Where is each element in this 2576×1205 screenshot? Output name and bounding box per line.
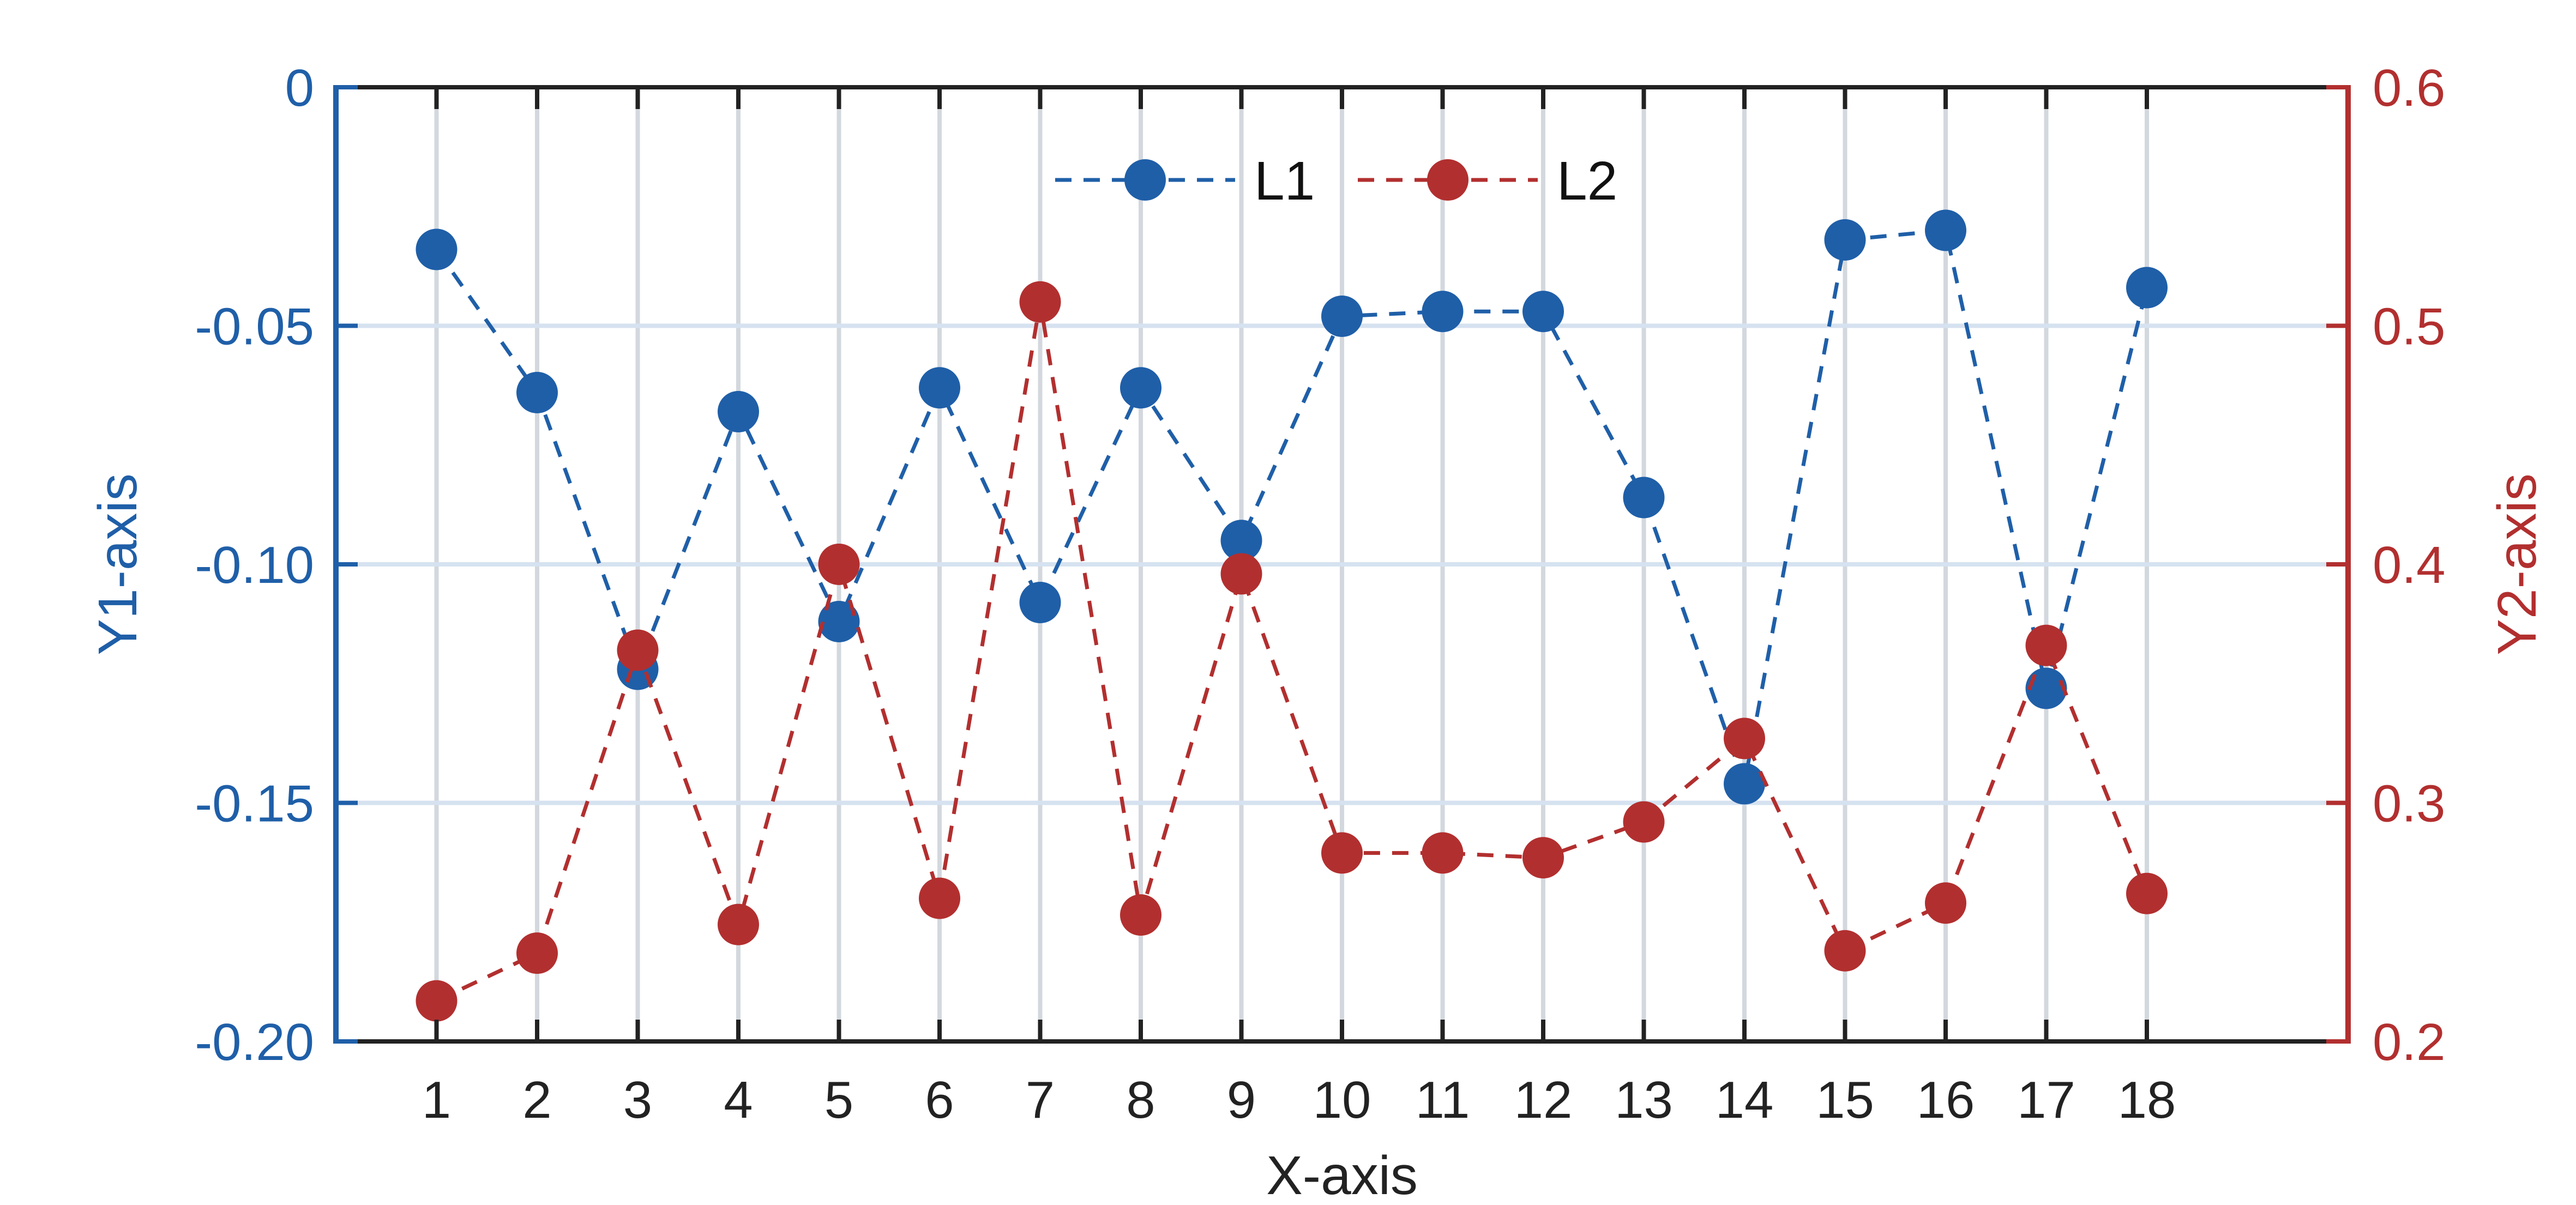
data-point-L1-16	[1925, 209, 1966, 251]
data-point-L2-2	[516, 932, 558, 974]
legend-label-L1: L1	[1254, 150, 1315, 212]
data-point-L1-4	[718, 391, 759, 432]
x-tick-label-12: 12	[1514, 1071, 1573, 1129]
data-point-L1-6	[919, 367, 960, 409]
data-point-L1-12	[1522, 291, 1564, 333]
x-tick-label-17: 17	[2017, 1071, 2075, 1129]
y1-tick-label-1: -0.05	[195, 298, 314, 356]
y1-tick-label-3: -0.15	[195, 775, 314, 833]
data-point-L2-15	[1824, 930, 1866, 972]
data-point-L2-17	[2025, 624, 2067, 666]
data-point-L2-9	[1220, 553, 1262, 595]
legend-marker-L2	[1427, 159, 1468, 201]
data-point-L2-14	[1724, 718, 1765, 760]
y2-axis-title: Y2-axis	[2487, 473, 2548, 655]
x-tick-label-10: 10	[1313, 1071, 1371, 1129]
data-point-L1-15	[1824, 219, 1866, 261]
x-tick-label-11: 11	[1416, 1071, 1470, 1129]
x-tick-label-4: 4	[724, 1071, 753, 1129]
y1-tick-label-0: 0	[285, 59, 314, 117]
x-tick-label-3: 3	[623, 1071, 652, 1129]
data-point-L2-16	[1925, 882, 1966, 924]
y1-tick-label-4: -0.20	[195, 1013, 314, 1071]
x-tick-label-9: 9	[1227, 1071, 1256, 1129]
data-point-L2-6	[919, 877, 960, 919]
legend: L1 L2	[1055, 150, 1617, 212]
x-tick-label-5: 5	[824, 1071, 853, 1129]
data-point-L2-11	[1422, 832, 1464, 874]
data-point-L2-1	[416, 980, 458, 1022]
data-point-L2-12	[1522, 837, 1564, 879]
data-point-L1-18	[2126, 267, 2168, 309]
data-point-L2-8	[1120, 894, 1161, 936]
series-line-L1	[435, 228, 2149, 792]
legend-label-L2: L2	[1557, 150, 1617, 212]
data-point-L1-8	[1120, 367, 1161, 409]
x-tick-label-13: 13	[1615, 1071, 1673, 1129]
data-point-L1-2	[516, 372, 558, 413]
y2-tick-label-0: 0.6	[2373, 59, 2445, 117]
data-point-L2-10	[1321, 832, 1363, 874]
y2-tick-label-4: 0.2	[2373, 1013, 2445, 1071]
ticks-layer: 1 2 3 4 5 6 7 8 9 10 11 12 13 14 15 16 17 180-0.05-0.10-0…	[195, 59, 2445, 1129]
x-tick-label-7: 7	[1026, 1071, 1055, 1129]
data-point-L2-7	[1019, 281, 1061, 323]
data-point-L1-9	[1220, 520, 1262, 562]
x-tick-label-2: 2	[522, 1071, 551, 1129]
data-point-L1-17	[2025, 667, 2067, 709]
data-point-L2-18	[2126, 872, 2168, 914]
data-point-L2-4	[718, 903, 759, 945]
x-tick-label-16: 16	[1917, 1071, 1975, 1129]
data-point-L1-1	[416, 228, 458, 270]
series-line-L2	[436, 302, 2149, 1003]
x-axis-title: X-axis	[1266, 1145, 1418, 1202]
grid-layer	[336, 87, 2348, 1041]
x-tick-label-15: 15	[1816, 1071, 1874, 1129]
data-point-L1-14	[1724, 763, 1765, 805]
data-point-L2-13	[1623, 801, 1665, 843]
x-tick-label-1: 1	[422, 1071, 451, 1129]
data-point-L1-10	[1321, 296, 1363, 337]
legend-marker-L1	[1124, 159, 1166, 201]
data-point-L1-11	[1422, 291, 1464, 333]
y2-tick-label-2: 0.4	[2373, 536, 2445, 594]
y1-tick-label-2: -0.10	[195, 536, 314, 594]
data-point-L2-3	[617, 629, 659, 671]
x-tick-label-8: 8	[1126, 1071, 1155, 1129]
x-tick-label-18: 18	[2118, 1071, 2176, 1129]
data-point-L1-13	[1623, 477, 1665, 519]
data-point-L1-7	[1019, 582, 1061, 623]
y1-axis-title: Y1-axis	[87, 473, 148, 655]
data-point-L1-5	[818, 601, 860, 642]
data-point-L2-5	[818, 544, 860, 585]
x-tick-label-6: 6	[925, 1071, 954, 1129]
series-layer	[416, 209, 2168, 1022]
x-tick-label-14: 14	[1716, 1071, 1774, 1129]
y2-tick-label-1: 0.5	[2373, 298, 2445, 356]
y2-tick-label-3: 0.3	[2373, 775, 2445, 833]
